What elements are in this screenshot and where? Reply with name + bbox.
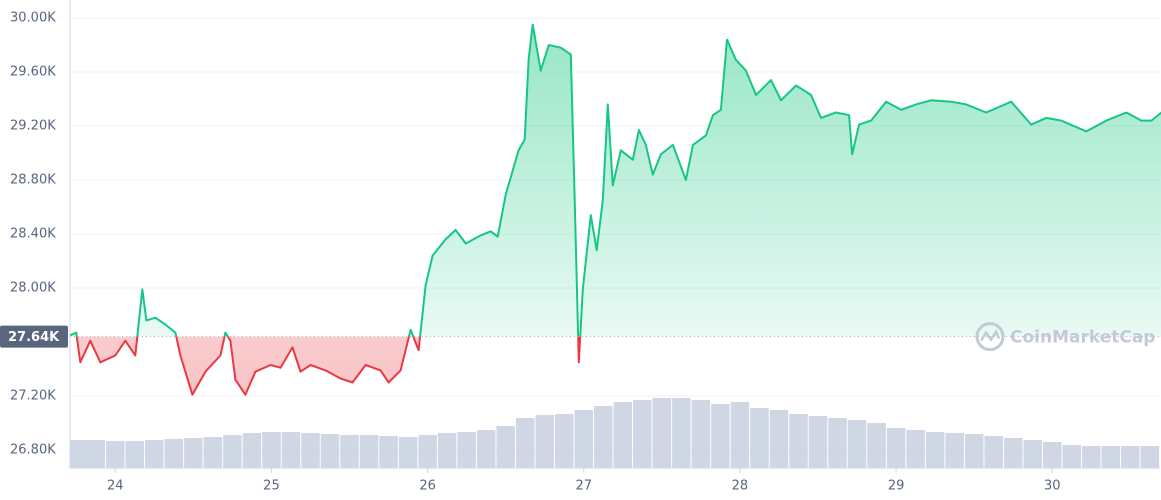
volume-bar — [554, 414, 574, 468]
watermark-icon-line — [979, 328, 1001, 342]
volume-bar — [750, 408, 769, 468]
volume-bar — [730, 402, 750, 468]
volume-bar — [70, 440, 89, 468]
area-up — [70, 24, 1161, 337]
area-down — [70, 336, 1161, 395]
y-tick-label: 28.40K — [10, 227, 56, 242]
x-tick-label: 25 — [263, 479, 280, 494]
volume-bar — [1121, 446, 1140, 468]
volume-bar — [515, 418, 535, 468]
volume-bar — [672, 398, 691, 468]
volume-bar — [906, 430, 925, 468]
y-tick-label: 29.20K — [10, 118, 56, 133]
y-tick-label: 30.00K — [10, 10, 56, 25]
volume-bar — [106, 441, 125, 468]
volume-bar — [379, 436, 398, 468]
baseline-label-box — [0, 325, 68, 348]
volume-bar — [320, 434, 340, 468]
volume-bar — [594, 406, 613, 468]
volume-bar — [1140, 446, 1160, 468]
volume-bar — [613, 402, 633, 468]
line-up — [69, 23, 1161, 337]
volume-bar — [886, 428, 906, 468]
volume-bar — [1082, 446, 1101, 468]
volume-bars — [70, 398, 1160, 468]
watermark: CoinMarketCap — [1010, 328, 1155, 348]
volume-bar — [242, 433, 262, 468]
volume-bar — [535, 415, 554, 468]
x-tick-label: 28 — [732, 479, 749, 494]
watermark-logo — [975, 322, 1005, 352]
volume-bar — [398, 437, 418, 468]
volume-bar — [652, 398, 672, 468]
volume-bar — [457, 432, 476, 468]
price-area — [70, 24, 1161, 395]
volume-bar — [574, 410, 594, 468]
watermark-icon — [975, 322, 1005, 352]
volume-bar — [964, 434, 984, 468]
volume-bar — [1042, 442, 1062, 468]
y-tick-label: 28.00K — [10, 281, 56, 296]
volume-bar — [203, 437, 223, 468]
volume-bar — [711, 404, 730, 468]
volume-bar — [340, 435, 359, 468]
volume-bar — [691, 400, 711, 468]
volume-bar — [184, 438, 203, 468]
volume-bar — [847, 420, 867, 468]
volume-bar — [437, 433, 457, 468]
x-tick-label: 30 — [1044, 479, 1061, 494]
x-tick-label: 24 — [107, 479, 124, 494]
volume-bar — [867, 423, 886, 468]
baseline-label: 27.64K — [8, 330, 60, 345]
volume-bar — [164, 439, 184, 468]
volume-bar — [1101, 446, 1121, 468]
volume-bar — [125, 441, 145, 468]
axis-labels: 26.80K 27.20K 28.00K 28.40K 28.80K 29.20K 29.6… — [0, 10, 1155, 494]
volume-bar — [1062, 445, 1082, 468]
volume-bar — [769, 410, 789, 468]
volume-bar — [418, 435, 437, 468]
volume-bar — [984, 436, 1003, 468]
volume-bar — [223, 435, 242, 468]
volume-bar — [925, 432, 945, 468]
volume-bar — [262, 432, 281, 468]
y-tick-label: 27.20K — [10, 389, 56, 404]
y-tick-label: 26.80K — [10, 443, 56, 458]
volume-bar — [789, 414, 808, 468]
volume-bar — [359, 435, 379, 468]
volume-bar — [496, 426, 515, 468]
y-tick-label: 28.80K — [10, 172, 56, 187]
volume-bar — [1023, 440, 1042, 468]
volume-bar — [301, 433, 320, 468]
volume-bar — [1003, 438, 1023, 468]
volume-bar — [633, 400, 652, 468]
volume-bar — [476, 430, 496, 468]
volume-bar — [281, 432, 301, 468]
x-tick-label: 26 — [419, 479, 436, 494]
x-tick-label: 29 — [888, 479, 905, 494]
volume-bar — [145, 440, 164, 468]
volume-bar — [828, 418, 847, 468]
volume-bar — [86, 440, 106, 468]
x-tick-label: 27 — [575, 479, 592, 494]
volume-bar — [945, 433, 964, 468]
volume-bar — [808, 416, 828, 468]
y-tick-label: 29.60K — [10, 64, 56, 79]
